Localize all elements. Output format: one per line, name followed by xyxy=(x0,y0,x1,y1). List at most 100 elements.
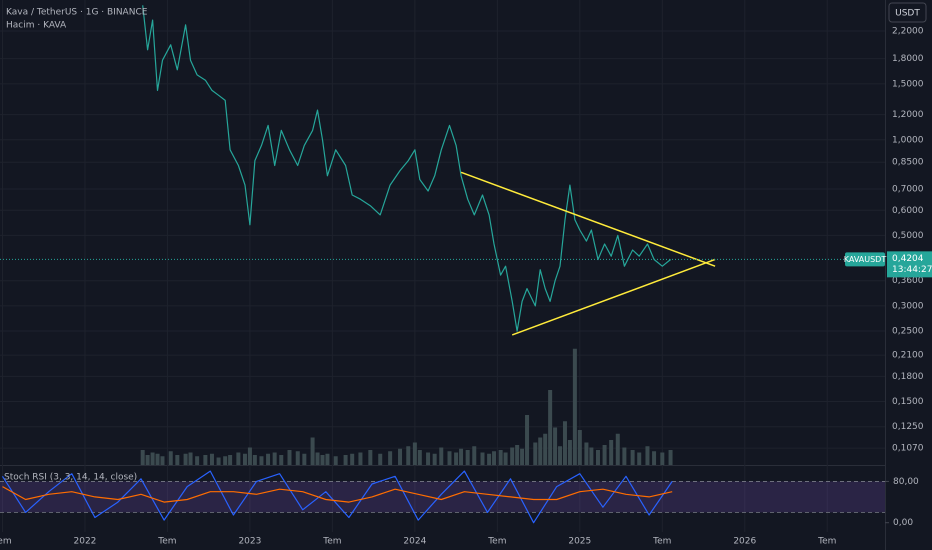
volume-bar xyxy=(426,452,431,465)
volume-bar xyxy=(343,455,348,465)
y-tick-label: 0,1500 xyxy=(892,397,924,407)
volume-bar xyxy=(310,437,315,465)
volume-bar xyxy=(533,442,538,465)
volume-bar xyxy=(515,445,520,465)
volume-bar xyxy=(660,452,665,465)
x-tick-label: 2022 xyxy=(74,537,97,547)
last-price-label: 0,4204 xyxy=(892,254,924,264)
volume-bar xyxy=(368,450,373,465)
volume-bar xyxy=(472,446,477,465)
symbol-tag xyxy=(845,252,885,267)
volume-bar xyxy=(150,452,155,465)
volume-bar xyxy=(562,421,567,465)
y-tick-label: 0,6000 xyxy=(892,206,924,216)
volume-bar xyxy=(432,453,437,465)
volume-bar xyxy=(630,450,635,465)
volume-bar xyxy=(333,456,338,465)
volume-bar xyxy=(480,452,485,465)
volume-title: Hacim · KAVA xyxy=(6,21,67,31)
volume-bar xyxy=(406,446,411,465)
volume-bar xyxy=(358,452,363,465)
stoch-title: Stoch RSI (3, 3, 14, 14, close) xyxy=(4,473,137,483)
series-line xyxy=(2,486,673,503)
y-tick-label: 0,8500 xyxy=(892,158,924,168)
y-tick-label: 1,8000 xyxy=(892,54,924,64)
volume-bar xyxy=(595,450,600,465)
volume-bar xyxy=(259,456,264,465)
volume-bar xyxy=(548,390,553,465)
x-tick-label: 2025 xyxy=(568,537,591,547)
countdown-label: 13:44:27 xyxy=(892,265,932,275)
axes: Tem 2022 Tem 2023 Tem 2024 Tem 2025 Tem 2026 Tem 2,… xyxy=(0,26,932,547)
volume-bar xyxy=(454,452,459,465)
volume-bar xyxy=(645,446,650,465)
x-tick-label: Tem xyxy=(652,537,671,547)
y-tick-label: 0,7000 xyxy=(892,184,924,194)
volume-bar xyxy=(567,440,572,465)
y-tick-label: 0,1070 xyxy=(892,444,924,454)
volume-bar xyxy=(302,453,307,465)
volume-bar xyxy=(398,448,403,465)
series-line xyxy=(1,470,673,524)
x-tick-label: 2023 xyxy=(238,537,261,547)
volume-bar xyxy=(622,447,627,465)
volume-bar xyxy=(175,455,180,465)
volume-bar xyxy=(520,448,525,465)
volume-bar xyxy=(637,452,642,465)
volume-bar xyxy=(183,453,188,465)
volume-bar xyxy=(188,452,193,465)
volume-bar xyxy=(615,433,620,465)
currency-label[interactable]: USDT xyxy=(895,9,920,19)
currency-button[interactable] xyxy=(888,2,927,23)
volume-bar xyxy=(145,455,150,465)
series-line xyxy=(142,5,671,332)
y-tick-label: 0,2500 xyxy=(892,327,924,337)
stoch-band xyxy=(0,481,885,513)
volume-bar xyxy=(602,445,607,465)
volume-bar xyxy=(465,450,470,465)
trendline xyxy=(511,258,716,336)
y-tick-label: 0,1800 xyxy=(892,372,924,382)
volume-bar xyxy=(459,448,464,465)
y-tick-label: 0,2100 xyxy=(892,351,924,361)
volume-bar xyxy=(543,433,548,465)
volume-bar xyxy=(140,450,145,465)
volume-bar xyxy=(378,453,383,465)
y-tick-label: 0,3000 xyxy=(892,301,924,311)
stoch-pane: Stoch RSI (3, 3, 14, 14, close) xyxy=(0,470,885,524)
volume-bar xyxy=(266,453,271,465)
volume-bar xyxy=(247,447,252,465)
x-tick-label: Tem xyxy=(487,537,506,547)
volume-bar xyxy=(412,442,417,465)
volume-bar xyxy=(492,451,497,465)
volume-bar xyxy=(668,450,673,465)
last-price-box xyxy=(887,251,932,278)
symbol-tag-label: KAVAUSDT xyxy=(844,255,887,264)
volume-bar xyxy=(320,455,325,465)
volume-bar xyxy=(417,450,422,465)
volume-bar xyxy=(216,457,221,465)
x-tick-label: Tem xyxy=(817,537,836,547)
volume-bar xyxy=(160,456,165,465)
volume-bar xyxy=(325,453,330,465)
volume-bar xyxy=(242,453,247,465)
volume-bar xyxy=(652,451,657,465)
x-tick-label: Tem xyxy=(0,537,12,547)
volume-bar xyxy=(584,442,589,465)
stoch-tick-label: 80,00 xyxy=(893,477,919,487)
volume-bar xyxy=(223,456,228,465)
x-tick-label: 2026 xyxy=(733,537,756,547)
volume-bar xyxy=(487,453,492,465)
volume-bar xyxy=(203,455,208,465)
x-tick-label: 2024 xyxy=(403,537,426,547)
stoch-tick-label: 0,00 xyxy=(893,518,913,528)
volume-bar xyxy=(525,415,530,465)
volume-bar xyxy=(315,452,320,465)
y-tick-label: 1,5000 xyxy=(892,79,924,89)
volume-bar xyxy=(553,427,558,465)
volume-bar xyxy=(195,456,200,465)
trendline xyxy=(460,171,716,267)
